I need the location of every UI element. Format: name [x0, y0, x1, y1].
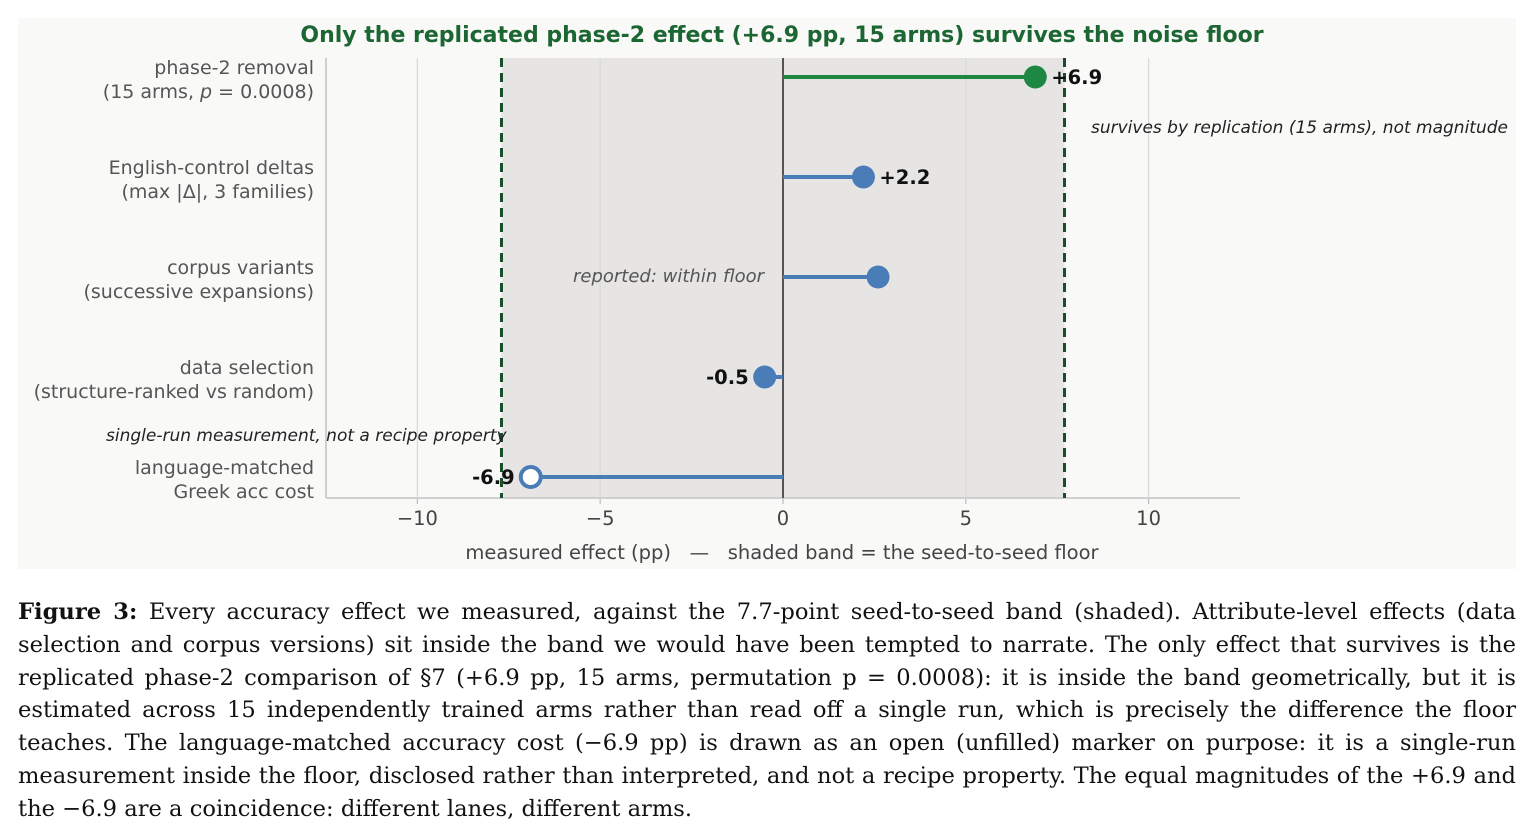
x-tick-label: 10: [1136, 507, 1161, 530]
x-tick-label: −5: [586, 507, 615, 530]
data-label: +6.9: [1051, 66, 1102, 89]
lollipop-chart: −10 −5 0 5 10 phase-2 removal(15 arms, p = 0…: [33, 23, 1508, 564]
category-sublabel: (15 arms, p = 0.0008): [103, 81, 314, 103]
chart-title: Only the replicated phase-2 effect (+6.9…: [300, 23, 1263, 48]
chart-annotation: single-run measurement, not a recipe pro…: [106, 426, 508, 446]
category-sublabel: Greek acc cost: [173, 481, 314, 503]
caption-text: Every accuracy effect we measured, again…: [18, 599, 1516, 822]
category-label: phase-2 removal: [154, 57, 314, 79]
category-label: data selection: [180, 357, 314, 379]
data-label: -6.9: [472, 466, 515, 489]
x-tick-label: −10: [397, 507, 438, 530]
category-sublabel: (structure-ranked vs random): [34, 381, 314, 403]
category-sublabel: (max |Δ|, 3 families): [121, 181, 314, 203]
x-tick-label: 0: [777, 507, 789, 530]
figure-panel: −10 −5 0 5 10 phase-2 removal (15 arms, p = 0…: [33, 23, 1508, 564]
lollipop-marker: [753, 365, 777, 389]
data-label: +2.2: [879, 166, 930, 189]
x-axis-label: measured effect (pp) — shaded band = the…: [465, 541, 1099, 564]
chart-annotation: survives by replication (15 arms), not m…: [1091, 118, 1508, 138]
category-label: English-control deltas: [109, 157, 314, 179]
category-sublabel: (successive expansions): [84, 281, 315, 303]
caption-label: Figure 3:: [18, 599, 138, 625]
x-tick-label: 5: [960, 507, 972, 530]
lollipop-marker-open: [518, 465, 543, 489]
data-label: -0.5: [706, 366, 749, 389]
category-label: corpus variants: [167, 257, 314, 279]
category-label: language-matched: [135, 457, 314, 479]
lollipop-marker: [851, 165, 875, 189]
lollipop-marker: [866, 265, 890, 289]
chart-annotation: reported: within floor: [573, 266, 766, 287]
lollipop-marker: [1023, 65, 1047, 89]
figure-caption: Figure 3: Every accuracy effect we measu…: [18, 596, 1516, 826]
